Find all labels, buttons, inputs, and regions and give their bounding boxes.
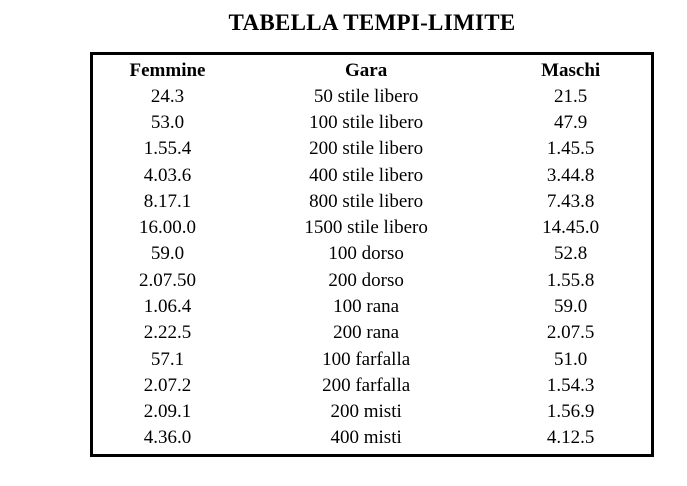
race-name: 1500 stile libero [304,217,428,239]
column-header-gara: Gara [345,59,388,81]
time-femmine: 2.09.1 [143,401,192,423]
time-maschi: 47.9 [554,112,588,134]
table-row: 1.55.4 200 stile libero 1.45.5 [93,136,651,162]
table-row: 53.0 100 stile libero 47.9 [93,110,651,136]
table-row: 1.06.4 100 rana 59.0 [93,293,651,319]
table-row: 8.17.1 800 stile libero 7.43.8 [93,188,651,214]
race-name: 200 dorso [328,269,404,291]
time-femmine: 4.36.0 [143,427,192,449]
table-header-row: Femmine Gara Maschi [93,57,651,83]
race-name: 100 farfalla [322,348,411,370]
time-femmine: 2.07.50 [138,269,196,291]
time-maschi: 1.55.8 [546,269,595,291]
time-maschi: 1.56.9 [546,401,595,423]
time-femmine: 57.1 [150,348,185,370]
table-row: 2.22.5 200 rana 2.07.5 [93,320,651,346]
time-maschi: 2.07.5 [546,322,595,344]
table-row: 4.03.6 400 stile libero 3.44.8 [93,162,651,188]
time-maschi: 4.12.5 [546,427,595,449]
page-title: TABELLA TEMPI-LIMITE [228,10,516,35]
time-femmine: 8.17.1 [143,190,192,212]
table-row: 2.07.50 200 dorso 1.55.8 [93,267,651,293]
time-femmine: 16.00.0 [138,217,196,239]
race-name: 400 misti [330,427,402,449]
time-limits-table: Femmine Gara Maschi 24.3 50 stile libero 2… [90,52,654,457]
time-femmine: 4.03.6 [143,164,192,186]
column-header-maschi: Maschi [541,59,601,81]
time-maschi: 3.44.8 [546,164,595,186]
race-name: 50 stile libero [313,85,419,107]
race-name: 800 stile libero [309,190,424,212]
race-name: 200 stile libero [309,138,424,160]
time-maschi: 52.8 [554,243,588,265]
race-name: 100 stile libero [309,112,424,134]
table-row: 59.0 100 dorso 52.8 [93,241,651,267]
race-name: 200 farfalla [322,374,411,396]
time-femmine: 2.07.2 [143,374,192,396]
time-femmine: 24.3 [150,85,185,107]
table-row: 24.3 50 stile libero 21.5 [93,83,651,109]
time-femmine: 59.0 [150,243,185,265]
time-femmine: 1.06.4 [143,296,192,318]
time-maschi: 1.45.5 [546,138,595,160]
table-row: 2.07.2 200 farfalla 1.54.3 [93,372,651,398]
race-name: 200 misti [330,401,402,423]
time-maschi: 21.5 [554,85,588,107]
time-maschi: 14.45.0 [542,217,600,239]
race-name: 400 stile libero [309,164,424,186]
time-femmine: 1.55.4 [143,138,192,160]
time-maschi: 59.0 [554,296,588,318]
race-name: 100 rana [333,296,400,318]
time-maschi: 51.0 [554,348,588,370]
time-femmine: 2.22.5 [143,322,192,344]
race-name: 100 dorso [328,243,404,265]
time-maschi: 1.54.3 [546,374,595,396]
table-row: 4.36.0 400 misti 4.12.5 [93,425,651,451]
time-femmine: 53.0 [150,112,185,134]
table-row: 2.09.1 200 misti 1.56.9 [93,398,651,424]
column-header-femmine: Femmine [129,59,206,81]
table-row: 16.00.0 1500 stile libero 14.45.0 [93,215,651,241]
time-maschi: 7.43.8 [546,190,595,212]
race-name: 200 rana [333,322,400,344]
table-row: 57.1 100 farfalla 51.0 [93,346,651,372]
